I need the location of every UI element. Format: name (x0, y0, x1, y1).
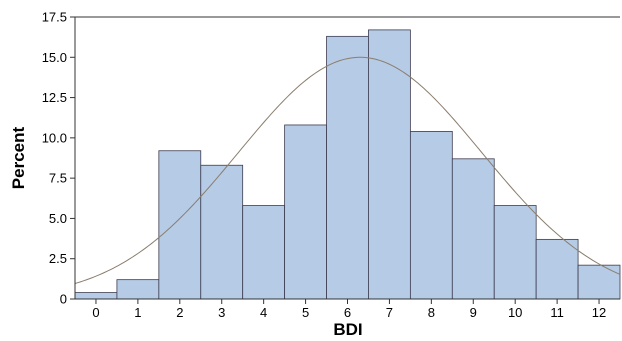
y-tick-label: 15.0 (42, 50, 67, 65)
y-axis: 0 2.5 5.0 7.5 10.0 12.5 15.0 17.5 (42, 10, 76, 307)
histogram-bar-1 (116, 279, 160, 300)
normal-curve (74, 56, 621, 285)
histogram-bar-4 (242, 205, 286, 300)
x-tick-label: 0 (92, 305, 99, 320)
histogram-bar-6 (326, 35, 369, 300)
histogram-bar-3 (200, 164, 244, 300)
histogram-bar-8 (409, 131, 453, 300)
histogram-bar-9 (451, 158, 495, 300)
y-tick-label: 5.0 (49, 211, 67, 226)
histogram-bar-12 (577, 264, 621, 300)
x-tick-label: 6 (344, 305, 351, 320)
x-tick-label: 12 (592, 305, 606, 320)
x-tick-label: 2 (176, 305, 183, 320)
histogram-bar-0 (74, 292, 118, 300)
histogram-bar-7 (368, 29, 411, 300)
x-tick-label: 8 (428, 305, 435, 320)
y-tick-label: 2.5 (49, 251, 67, 266)
y-axis-title: Percent (9, 126, 28, 189)
x-tick-label: 10 (508, 305, 522, 320)
y-tick-label: 10.0 (42, 130, 67, 145)
y-tick-label: 17.5 (42, 10, 67, 25)
x-tick-label: 9 (470, 305, 477, 320)
x-axis-title: BDI (333, 320, 362, 339)
x-tick-label: 1 (134, 305, 141, 320)
histogram-bar-5 (284, 124, 327, 300)
y-tick-label: 0 (60, 292, 67, 307)
x-tick-label: 7 (386, 305, 393, 320)
y-tick-label: 12.5 (42, 90, 67, 105)
x-axis: 0 1 2 3 4 5 6 7 8 9 10 11 12 (75, 298, 620, 320)
histogram-bar-2 (158, 150, 202, 300)
histogram-bar-10 (493, 205, 537, 300)
histogram-bar-11 (535, 238, 579, 300)
y-tick-label: 7.5 (49, 171, 67, 186)
x-tick-label: 4 (260, 305, 267, 320)
x-tick-label: 11 (550, 305, 564, 320)
x-tick-label: 3 (218, 305, 225, 320)
x-tick-label: 5 (302, 305, 309, 320)
normal-curve-line (74, 56, 621, 285)
histogram-bars (74, 29, 621, 300)
